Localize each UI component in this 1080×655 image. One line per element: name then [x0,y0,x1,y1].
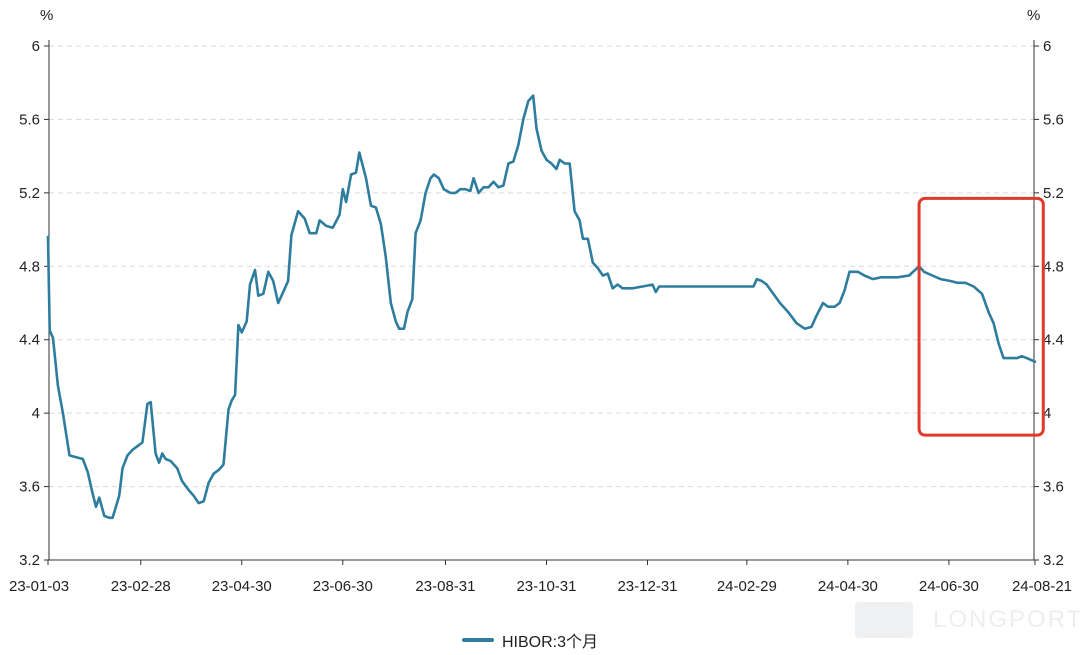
y-tick-label-right: 4.4 [1043,332,1064,349]
x-tick-label: 23-08-31 [415,578,475,595]
series-layer [46,94,1037,520]
x-tick-label: 24-02-29 [717,578,777,595]
series-line-hibor-3m [46,94,1037,520]
y-tick-label-left: 3.2 [19,552,40,569]
watermark: LONGPORT [855,602,1080,638]
x-tick-label: 24-06-30 [919,578,979,595]
x-tick-label: 23-04-30 [212,578,272,595]
legend-swatch [462,638,494,642]
x-tick-label: 24-08-21 [1012,578,1072,595]
y-tick-label-right: 5.2 [1043,185,1064,202]
x-tick-label: 23-01-03 [9,578,69,595]
y-tick-label-left: 4.4 [19,332,40,349]
y-tick-label-right: 4 [1043,405,1051,422]
watermark-logo-icon [855,602,913,638]
x-tick-label: 23-12-31 [617,578,677,595]
y-tick-label-left: 4.8 [19,258,40,275]
x-tick-label: 23-02-28 [111,578,171,595]
legend-label: HIBOR:3个月 [502,634,599,651]
x-tick-label: 23-06-30 [313,578,373,595]
y-tick-label-left: 6 [32,38,40,55]
gridlines [49,45,1034,488]
y-axis-left: 6 5.6 5.2 4.8 4.4 4 3.6 3.2 [19,38,49,569]
y-tick-label-left: 3.6 [19,479,40,496]
x-axis: 23-01-03 23-02-28 23-04-30 23-06-30 23-08-31… [9,560,1072,595]
legend: HIBOR:3个月 [462,628,598,652]
watermark-text: LONGPORT [933,606,1080,633]
y-unit-right: % [1027,7,1040,24]
y-unit-left: % [40,7,53,24]
y-axis-right: 6 5.6 5.2 4.8 4.4 4 3.6 3.2 [1034,38,1064,569]
axes [44,40,1039,561]
y-tick-label-right: 3.2 [1043,552,1064,569]
x-tick-label: 23-10-31 [516,578,576,595]
y-tick-label-right: 5.6 [1043,111,1064,128]
highlight-box [917,196,1045,437]
y-tick-label-left: 5.6 [19,111,40,128]
y-tick-label-right: 3.6 [1043,479,1064,496]
x-tick-label: 24-04-30 [818,578,878,595]
y-tick-label-left: 5.2 [19,185,40,202]
y-tick-label-right: 4.8 [1043,258,1064,275]
y-tick-label-right: 6 [1043,38,1051,55]
y-tick-label-left: 4 [32,405,40,422]
